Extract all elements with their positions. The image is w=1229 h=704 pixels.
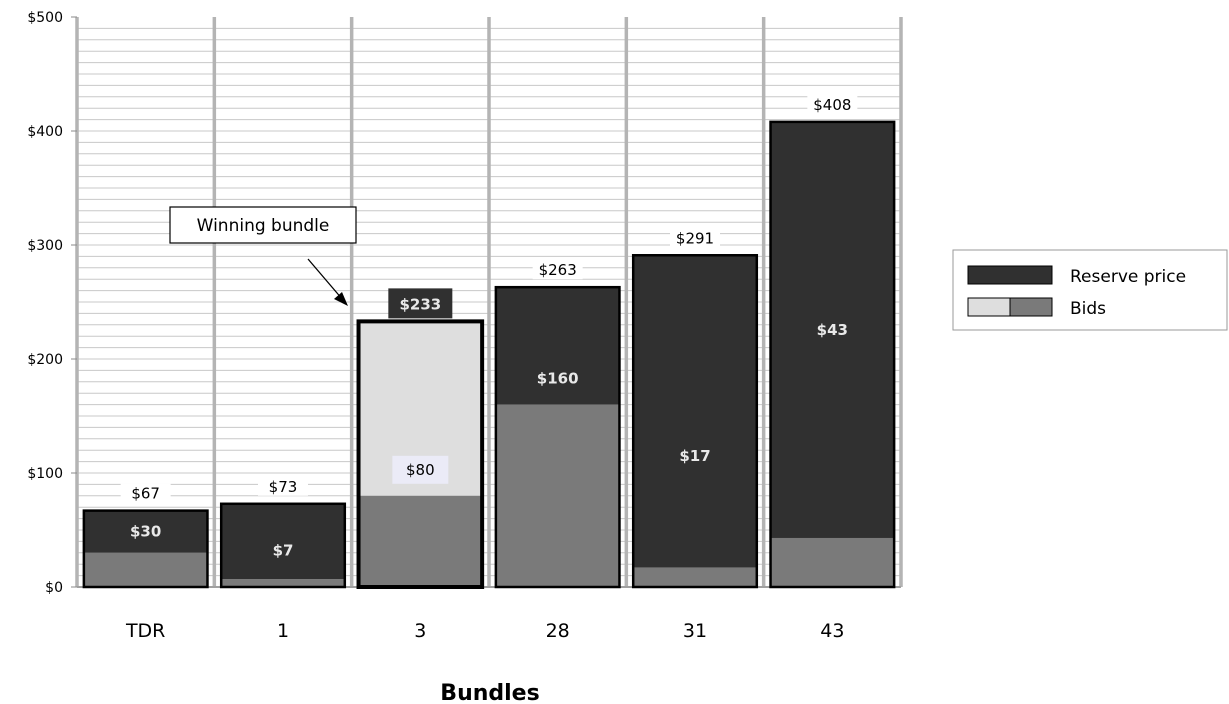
annotation-box — [169, 206, 357, 244]
bar-group: $263 $160 — [494, 260, 621, 589]
legend-swatch-reserve — [967, 265, 1053, 285]
reserve-price-label: $408 — [813, 96, 851, 114]
x-axis-title: Bundles — [440, 681, 539, 704]
bar-group: $233 $80 — [356, 288, 485, 589]
y-axis: $0 $100 $200 $300 $400 $500 — [27, 10, 77, 596]
bid-label: $30 — [130, 523, 161, 541]
reserve-label-bg — [120, 483, 171, 503]
y-tick-label: $200 — [27, 352, 63, 368]
reserve-price-label: $263 — [539, 261, 577, 279]
bid-label: $7 — [273, 541, 294, 559]
annotation: Winning bundle — [169, 206, 357, 306]
bar-group: $67 $30 — [82, 483, 209, 589]
bar-bids — [770, 537, 895, 587]
x-category-label: 31 — [683, 620, 707, 642]
legend: Reserve price Bids — [952, 249, 1228, 331]
bar-bids — [221, 579, 345, 587]
x-category-label: 3 — [414, 620, 426, 642]
bar-bids — [83, 552, 208, 587]
bar-group: $73 $7 — [219, 476, 347, 589]
bars: $67 $30 $73 $7 $233 $80 $263 $160 $291 $17 $408 $43 — [82, 94, 896, 589]
reserve-price-label: $67 — [131, 485, 160, 503]
bar-bids — [495, 404, 620, 587]
x-category-label: TDR — [125, 620, 165, 642]
legend-swatch-bids-dark — [1009, 297, 1053, 317]
annotation-text: Winning bundle — [197, 216, 330, 236]
legend-label-bids: Bids — [1070, 299, 1106, 319]
bid-label: $17 — [679, 447, 710, 465]
bid-label: $80 — [406, 461, 435, 479]
legend-label-reserve: Reserve price — [1070, 267, 1186, 287]
bar-outline — [219, 502, 347, 589]
reserve-label-bg — [807, 94, 858, 114]
y-tick-label: $100 — [27, 466, 63, 482]
reserve-price-label: $233 — [399, 295, 441, 313]
plot-area — [75, 17, 903, 588]
legend-swatch-bids-light — [967, 297, 1011, 317]
annotation-arrow — [307, 258, 344, 301]
x-axis: TDR 1 3 28 31 43 — [125, 620, 844, 642]
reserve-label-bg — [670, 228, 720, 248]
bar-outline — [494, 285, 621, 589]
bar-reserve-price — [770, 121, 895, 538]
legend-box — [952, 249, 1228, 331]
bar-reserve-price — [221, 503, 345, 580]
bar-outline — [82, 509, 209, 589]
bid-label: $43 — [817, 321, 848, 339]
x-category-label: 28 — [546, 620, 570, 642]
bar-reserve-price — [495, 287, 620, 405]
bid-label-box — [392, 455, 449, 484]
bar-group: $291 $17 — [631, 228, 759, 589]
x-category-label: 1 — [277, 620, 289, 642]
bar-outline — [356, 319, 485, 589]
reserve-label-box — [388, 288, 453, 319]
reserve-price-label: $73 — [269, 478, 298, 496]
bar-reserve-price — [83, 510, 208, 553]
bar-bids — [358, 495, 483, 587]
bid-label: $160 — [537, 370, 579, 388]
x-category-label: 43 — [820, 620, 844, 642]
bar-reserve-price — [633, 255, 757, 568]
y-tick-label: $0 — [45, 580, 63, 596]
reserve-label-bg — [258, 476, 308, 496]
y-tick-label: $300 — [27, 238, 63, 254]
annotation-arrowhead — [334, 292, 348, 306]
bar-group: $408 $43 — [769, 94, 896, 589]
reserve-price-label: $291 — [676, 229, 714, 247]
reserve-label-bg — [532, 260, 583, 280]
bar-outline — [769, 120, 896, 589]
y-tick-label: $400 — [27, 124, 63, 140]
bar-bids — [633, 567, 757, 587]
bar-outline — [631, 254, 759, 589]
y-tick-label: $500 — [27, 10, 63, 26]
